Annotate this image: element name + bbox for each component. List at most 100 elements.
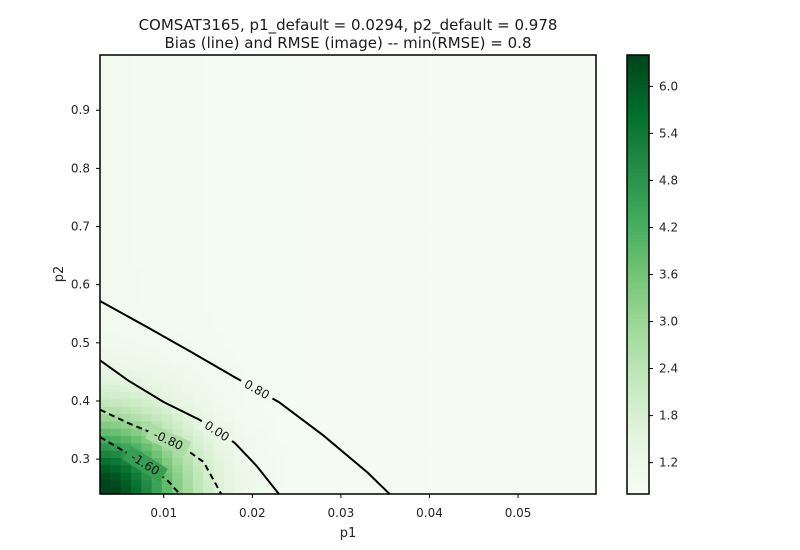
heatmap-cell bbox=[337, 296, 349, 305]
heatmap-cell bbox=[379, 76, 390, 85]
heatmap-cell bbox=[265, 237, 277, 246]
heatmap-cell bbox=[317, 340, 328, 349]
heatmap-cell bbox=[389, 376, 401, 385]
heatmap-cell bbox=[482, 369, 494, 378]
heatmap-cell bbox=[255, 267, 266, 276]
heatmap-cell bbox=[585, 281, 597, 290]
heatmap-cell bbox=[151, 479, 163, 488]
heatmap-cell bbox=[275, 128, 287, 137]
heatmap-cell bbox=[296, 369, 308, 378]
heatmap-cell bbox=[286, 354, 297, 363]
heatmap-cell bbox=[286, 259, 297, 268]
heatmap-cell bbox=[513, 435, 525, 444]
heatmap-cell bbox=[441, 274, 452, 283]
heatmap-cell bbox=[368, 472, 380, 480]
heatmap-cell bbox=[472, 142, 483, 151]
heatmap-cell bbox=[110, 208, 122, 217]
heatmap-cell bbox=[275, 406, 287, 415]
heatmap-cell bbox=[575, 208, 587, 217]
heatmap-cell bbox=[213, 230, 225, 239]
heatmap-cell bbox=[244, 281, 256, 290]
heatmap-cell bbox=[430, 369, 442, 378]
heatmap-cell bbox=[544, 413, 556, 422]
colorbar-segment bbox=[627, 98, 649, 104]
heatmap-cell bbox=[255, 406, 266, 415]
heatmap-cell bbox=[461, 472, 473, 480]
heatmap-cell bbox=[141, 120, 153, 129]
heatmap-cell bbox=[554, 215, 566, 224]
heatmap-cell bbox=[441, 391, 452, 400]
heatmap-cell bbox=[389, 281, 401, 290]
heatmap-cell bbox=[193, 486, 204, 495]
heatmap-cell bbox=[565, 340, 576, 349]
heatmap-cell bbox=[151, 245, 163, 254]
heatmap-cell bbox=[224, 420, 235, 429]
heatmap-cell bbox=[244, 420, 256, 429]
heatmap-cell bbox=[244, 98, 256, 107]
heatmap-cell bbox=[141, 267, 153, 276]
heatmap-cell bbox=[110, 142, 122, 151]
heatmap-cell bbox=[296, 62, 308, 71]
heatmap-cell bbox=[523, 113, 535, 122]
heatmap-cell bbox=[306, 208, 318, 217]
heatmap-cell bbox=[379, 347, 390, 356]
heatmap-cell bbox=[368, 311, 380, 319]
heatmap-cell bbox=[317, 135, 328, 144]
heatmap-cell bbox=[368, 186, 380, 195]
heatmap-cell bbox=[120, 186, 132, 195]
heatmap-cell bbox=[389, 354, 401, 363]
heatmap-cell bbox=[162, 157, 173, 166]
heatmap-cell bbox=[306, 215, 318, 224]
heatmap-cell bbox=[224, 245, 235, 254]
heatmap-cell bbox=[472, 201, 483, 210]
heatmap-cell bbox=[203, 150, 215, 159]
heatmap-cell bbox=[523, 172, 535, 180]
heatmap-cell bbox=[410, 333, 421, 341]
heatmap-cell bbox=[513, 457, 525, 466]
heatmap-cell bbox=[317, 164, 328, 173]
heatmap-cell bbox=[461, 172, 473, 180]
heatmap-cell bbox=[554, 223, 566, 232]
heatmap-cell bbox=[286, 428, 297, 437]
heatmap-cell bbox=[368, 281, 380, 290]
heatmap-cell bbox=[503, 91, 514, 100]
heatmap-cell bbox=[523, 84, 535, 93]
heatmap-cell bbox=[554, 172, 566, 180]
heatmap-cell bbox=[203, 135, 215, 144]
colorbar-segment bbox=[627, 142, 649, 148]
heatmap-cell bbox=[162, 384, 173, 393]
heatmap-cell bbox=[451, 325, 463, 334]
heatmap-cell bbox=[275, 303, 287, 312]
heatmap-cell bbox=[410, 62, 421, 71]
heatmap-cell bbox=[575, 76, 587, 85]
heatmap-cell bbox=[317, 84, 328, 93]
heatmap-cell bbox=[244, 289, 256, 298]
heatmap-cell bbox=[523, 362, 535, 371]
heatmap-cell bbox=[379, 135, 390, 144]
heatmap-cell bbox=[306, 150, 318, 159]
heatmap-cell bbox=[565, 486, 576, 495]
heatmap-cell bbox=[430, 362, 442, 371]
colorbar-segment bbox=[627, 135, 649, 140]
heatmap-cell bbox=[337, 281, 349, 290]
heatmap-cell bbox=[172, 252, 184, 261]
heatmap-cell bbox=[337, 442, 349, 451]
heatmap-cell bbox=[275, 150, 287, 159]
heatmap-cell bbox=[172, 230, 184, 239]
heatmap-cell bbox=[410, 259, 421, 268]
heatmap-cell bbox=[503, 267, 514, 276]
heatmap-cell bbox=[162, 391, 173, 400]
heatmap-cell bbox=[451, 98, 463, 107]
colorbar-segment bbox=[627, 201, 649, 206]
heatmap-cell bbox=[368, 391, 380, 400]
heatmap-cell bbox=[544, 215, 556, 224]
heatmap-cell bbox=[534, 157, 545, 166]
heatmap-cell bbox=[337, 274, 349, 283]
heatmap-cell bbox=[565, 208, 576, 217]
heatmap-cell bbox=[337, 62, 349, 71]
heatmap-cell bbox=[306, 98, 318, 107]
heatmap-cell bbox=[151, 128, 163, 137]
heatmap-cell bbox=[358, 113, 370, 122]
heatmap-cell bbox=[327, 172, 339, 180]
heatmap-cell bbox=[296, 215, 308, 224]
